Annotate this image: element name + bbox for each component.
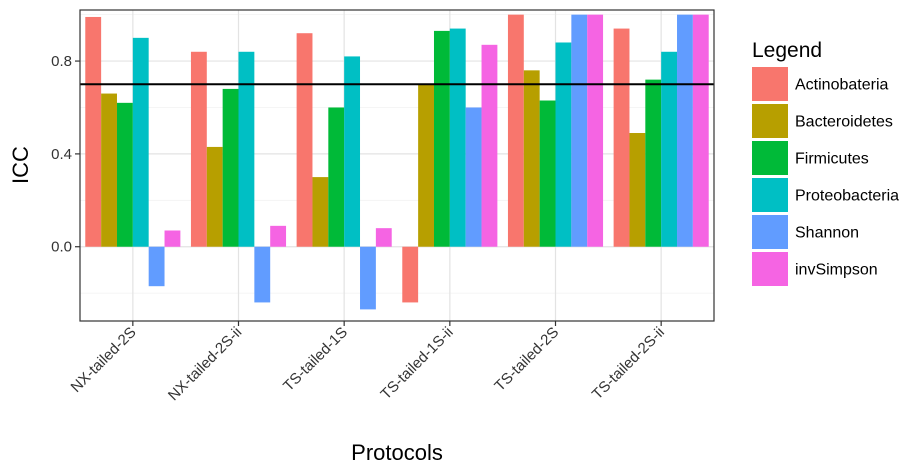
legend-title: Legend [752, 39, 822, 62]
bar-actinobateria-ts-tailed-2s-ii [613, 28, 630, 247]
bar-invsimpson-ts-tailed-1s [375, 228, 392, 247]
bar-bacteroidetes-nx-tailed-2s-ii [206, 146, 223, 247]
x-tick-label: TS-tailed-1S-ii [377, 324, 456, 403]
legend-label-bacteroidetes: Bacteroidetes [795, 114, 893, 131]
bar-bacteroidetes-ts-tailed-2s [523, 70, 540, 247]
bar-invsimpson-ts-tailed-2s [587, 14, 604, 247]
bar-invsimpson-nx-tailed-2s [164, 230, 181, 247]
bar-actinobateria-ts-tailed-1s [296, 33, 313, 247]
bar-proteobacteria-ts-tailed-1s [344, 56, 361, 247]
plot-background [80, 10, 714, 321]
bar-shannon-ts-tailed-2s [571, 14, 588, 247]
bar-firmicutes-ts-tailed-1s [328, 107, 345, 247]
bar-actinobateria-ts-tailed-1s-ii [402, 246, 419, 303]
legend-key-proteobacteria [752, 178, 788, 212]
bar-proteobacteria-ts-tailed-1s-ii [449, 28, 466, 247]
bars [85, 14, 709, 310]
bar-proteobacteria-ts-tailed-2s-ii [661, 51, 678, 247]
bar-firmicutes-ts-tailed-2s-ii [645, 79, 662, 247]
bar-shannon-ts-tailed-2s-ii [677, 14, 693, 247]
y-tick-label: 0.8 [51, 53, 72, 70]
legend-label-proteobacteria: Proteobacteria [795, 188, 899, 205]
bar-bacteroidetes-ts-tailed-1s-ii [418, 84, 434, 247]
legend-label-actinobateria: Actinobateria [795, 77, 888, 94]
legend-key-invsimpson [752, 252, 788, 286]
y-axis: 0.0 0.4 0.8 [51, 53, 80, 256]
bar-shannon-nx-tailed-2s [148, 246, 165, 287]
legend-label-firmicutes: Firmicutes [795, 151, 869, 168]
y-tick-label: 0.4 [51, 146, 72, 163]
legend: Legend Actinobateria Bacteroidetes Firmicu… [752, 39, 899, 286]
bar-invsimpson-ts-tailed-2s-ii [692, 14, 709, 247]
bar-shannon-ts-tailed-1s-ii [465, 107, 482, 247]
x-axis-title: Protocols [351, 440, 443, 463]
x-tick-label: NX-tailed-2S-ii [165, 324, 245, 404]
x-tick-label: TS-tailed-2S [491, 324, 562, 395]
legend-key-shannon [752, 215, 788, 249]
bar-invsimpson-nx-tailed-2s-ii [270, 225, 287, 247]
legend-label-shannon: Shannon [795, 225, 859, 242]
x-tick-label: TS-tailed-1S [280, 324, 351, 395]
bar-bacteroidetes-ts-tailed-1s [312, 177, 329, 247]
x-tick-label: TS-tailed-2S-ii [589, 324, 668, 403]
bar-shannon-nx-tailed-2s-ii [254, 246, 271, 303]
grid-minor [80, 14, 714, 294]
x-axis: NX-tailed-2S NX-tailed-2S-ii TS-tailed-1S T… [68, 321, 668, 404]
bar-proteobacteria-nx-tailed-2s-ii [238, 51, 255, 247]
bar-actinobateria-nx-tailed-2s [85, 16, 102, 247]
bar-bacteroidetes-ts-tailed-2s-ii [629, 133, 646, 247]
bar-invsimpson-ts-tailed-1s-ii [481, 44, 498, 247]
y-tick-label: 0.0 [51, 239, 72, 256]
bar-firmicutes-ts-tailed-2s [539, 100, 556, 247]
bar-proteobacteria-ts-tailed-2s [555, 42, 572, 247]
bar-firmicutes-ts-tailed-1s-ii [433, 30, 450, 247]
bar-shannon-ts-tailed-1s [360, 246, 376, 310]
bar-actinobateria-nx-tailed-2s-ii [190, 51, 207, 247]
legend-key-actinobateria [752, 67, 788, 101]
x-tick-label: NX-tailed-2S [68, 324, 140, 396]
bar-firmicutes-nx-tailed-2s [116, 102, 133, 247]
bar-firmicutes-nx-tailed-2s-ii [222, 88, 239, 247]
bar-actinobateria-ts-tailed-2s [507, 14, 524, 247]
plot-border [79, 9, 715, 322]
bar-proteobacteria-nx-tailed-2s [132, 37, 149, 247]
legend-label-invsimpson: invSimpson [795, 262, 878, 279]
legend-key-firmicutes [752, 141, 788, 175]
bar-bacteroidetes-nx-tailed-2s [101, 93, 117, 247]
y-axis-title: ICC [8, 146, 33, 184]
legend-key-bacteroidetes [752, 104, 788, 138]
